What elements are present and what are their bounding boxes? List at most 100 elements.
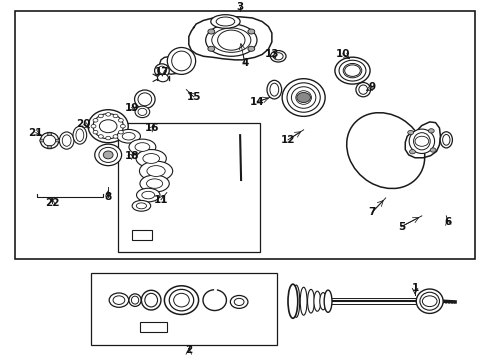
Ellipse shape [117, 130, 141, 143]
Ellipse shape [343, 63, 362, 78]
Ellipse shape [300, 287, 307, 315]
Ellipse shape [339, 60, 366, 81]
Ellipse shape [320, 293, 327, 310]
Ellipse shape [416, 289, 443, 314]
Ellipse shape [308, 289, 315, 313]
Ellipse shape [440, 132, 452, 148]
Circle shape [98, 114, 103, 118]
Ellipse shape [137, 188, 160, 202]
Ellipse shape [356, 82, 370, 97]
Ellipse shape [142, 290, 161, 310]
Circle shape [48, 133, 51, 135]
Bar [140, 321, 167, 332]
Circle shape [415, 136, 429, 146]
Ellipse shape [158, 74, 168, 82]
Text: 22: 22 [45, 198, 59, 208]
Ellipse shape [138, 108, 147, 116]
Text: 5: 5 [398, 222, 405, 231]
Ellipse shape [129, 294, 141, 306]
Ellipse shape [282, 79, 325, 116]
Circle shape [422, 296, 437, 307]
Ellipse shape [129, 139, 156, 155]
Circle shape [40, 139, 44, 142]
Ellipse shape [95, 144, 122, 166]
Ellipse shape [142, 191, 155, 199]
Circle shape [98, 135, 103, 138]
Bar [91, 273, 277, 345]
Ellipse shape [59, 132, 74, 149]
Circle shape [106, 113, 111, 116]
Circle shape [234, 298, 244, 306]
Ellipse shape [173, 293, 189, 307]
Ellipse shape [442, 135, 450, 145]
Circle shape [113, 296, 125, 305]
Circle shape [230, 296, 248, 309]
Text: 21: 21 [28, 128, 43, 138]
Circle shape [428, 129, 434, 133]
Circle shape [408, 130, 414, 135]
Ellipse shape [136, 203, 147, 209]
Ellipse shape [143, 154, 160, 163]
Text: 17: 17 [155, 67, 169, 77]
Ellipse shape [359, 85, 368, 94]
Ellipse shape [172, 51, 191, 71]
Circle shape [121, 125, 125, 128]
Text: 13: 13 [265, 49, 279, 59]
Circle shape [208, 46, 215, 51]
Circle shape [93, 130, 98, 134]
Ellipse shape [409, 129, 435, 153]
Ellipse shape [292, 87, 316, 108]
Circle shape [119, 118, 123, 122]
Bar [15, 11, 475, 259]
Ellipse shape [335, 57, 370, 84]
Ellipse shape [206, 24, 257, 56]
Ellipse shape [145, 293, 158, 307]
Ellipse shape [167, 48, 196, 75]
Text: 20: 20 [76, 120, 91, 130]
Text: 4: 4 [241, 58, 249, 68]
Ellipse shape [288, 284, 298, 318]
Text: 7: 7 [368, 207, 376, 217]
Circle shape [208, 29, 215, 34]
Ellipse shape [147, 166, 165, 176]
Ellipse shape [324, 290, 332, 312]
Text: 18: 18 [124, 150, 139, 161]
Circle shape [410, 149, 416, 154]
Text: 15: 15 [187, 92, 201, 102]
Ellipse shape [216, 17, 235, 26]
Text: 6: 6 [444, 217, 451, 227]
Ellipse shape [93, 114, 123, 139]
Text: 9: 9 [368, 82, 376, 93]
Ellipse shape [164, 286, 198, 315]
Text: 2: 2 [185, 345, 193, 355]
Circle shape [106, 136, 111, 140]
Text: 16: 16 [145, 123, 159, 133]
Ellipse shape [414, 133, 430, 150]
Ellipse shape [212, 28, 251, 52]
Circle shape [297, 93, 311, 103]
Ellipse shape [136, 149, 166, 167]
Ellipse shape [314, 291, 321, 311]
Ellipse shape [140, 175, 169, 192]
Ellipse shape [62, 135, 71, 146]
Ellipse shape [40, 132, 59, 149]
Circle shape [48, 145, 51, 148]
Ellipse shape [287, 83, 320, 112]
Ellipse shape [73, 126, 87, 144]
Circle shape [119, 130, 123, 134]
Ellipse shape [132, 201, 151, 211]
Circle shape [248, 29, 255, 34]
Ellipse shape [88, 110, 128, 143]
Ellipse shape [138, 93, 152, 106]
Ellipse shape [147, 179, 163, 188]
Ellipse shape [270, 83, 279, 96]
Ellipse shape [420, 292, 440, 310]
Ellipse shape [347, 113, 425, 189]
Text: 1: 1 [412, 283, 418, 293]
Circle shape [113, 114, 118, 118]
Circle shape [113, 135, 118, 138]
Text: 12: 12 [281, 135, 295, 145]
Text: 3: 3 [237, 2, 244, 12]
Ellipse shape [140, 161, 172, 181]
Circle shape [91, 125, 96, 128]
